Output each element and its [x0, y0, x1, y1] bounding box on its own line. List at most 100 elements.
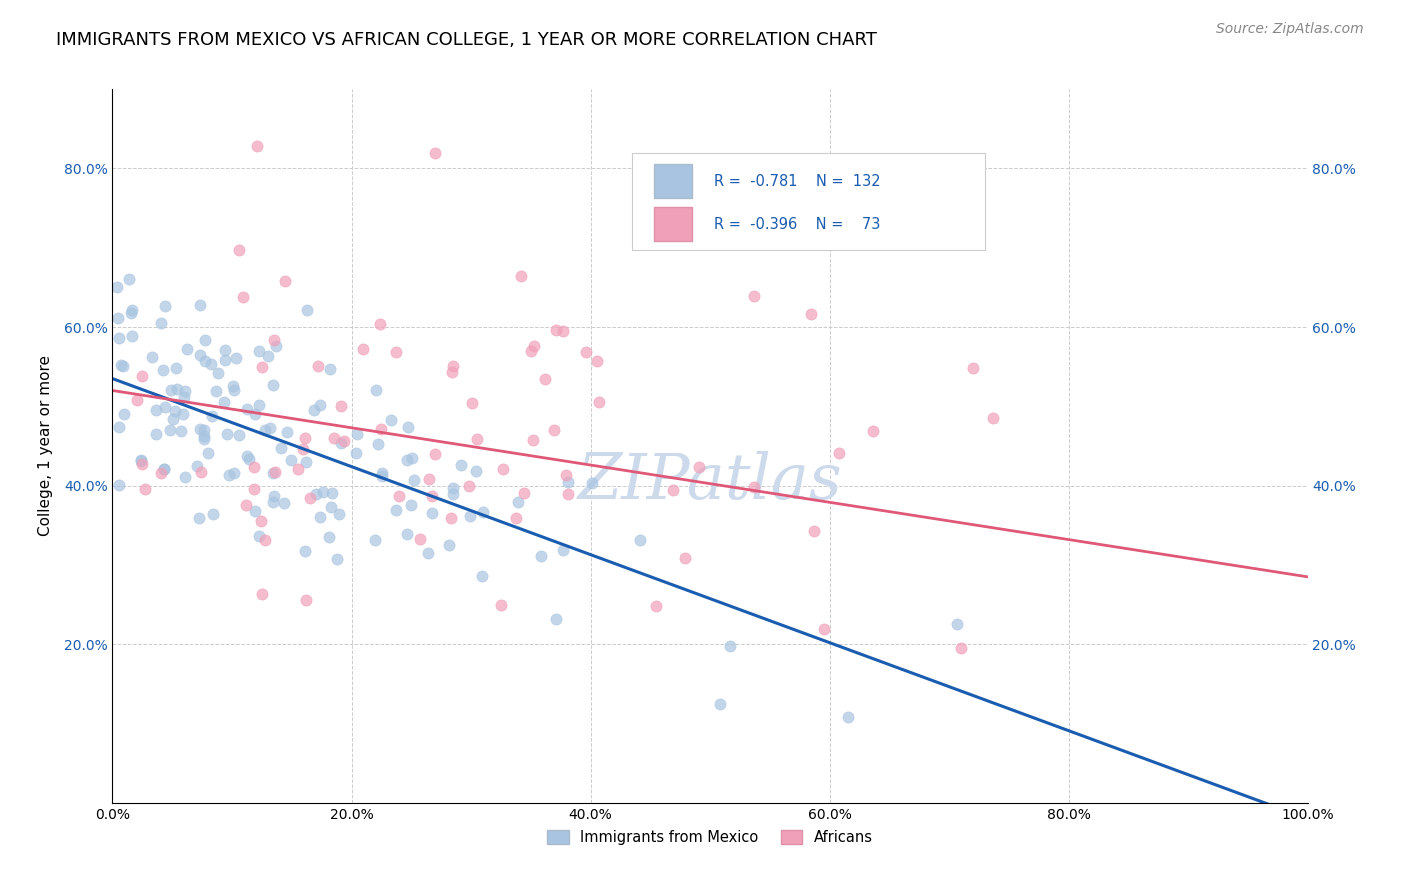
Point — [112, 408, 135, 422]
Point — [176, 343, 198, 357]
Point — [396, 526, 419, 541]
Point — [141, 350, 163, 364]
Point — [305, 486, 328, 500]
Point — [172, 407, 194, 421]
Point — [121, 329, 143, 343]
Point — [945, 617, 967, 632]
Point — [862, 425, 884, 439]
Point — [253, 423, 276, 437]
Point — [169, 424, 191, 438]
Point — [364, 533, 387, 547]
Point — [153, 461, 176, 475]
Point — [321, 485, 343, 500]
Point — [295, 303, 318, 318]
Point — [553, 543, 575, 558]
Point — [155, 400, 177, 414]
Point — [201, 409, 224, 424]
Point — [371, 468, 394, 483]
Point — [399, 498, 422, 512]
Point — [194, 333, 217, 347]
Point — [204, 384, 226, 398]
Point — [662, 483, 685, 497]
Point — [120, 306, 142, 320]
Point — [129, 454, 152, 468]
Point — [420, 506, 443, 520]
Point — [197, 446, 219, 460]
Point — [709, 697, 731, 711]
Point — [441, 359, 464, 373]
Point — [330, 436, 353, 450]
Point — [588, 395, 610, 409]
Point — [472, 505, 495, 519]
Point — [294, 544, 316, 558]
Point — [264, 465, 287, 479]
Point — [259, 421, 281, 435]
Point — [720, 639, 742, 653]
Point — [813, 622, 835, 636]
Point — [129, 453, 152, 467]
Point — [471, 569, 494, 583]
Point — [800, 307, 823, 321]
Point — [962, 361, 984, 376]
Point — [280, 452, 302, 467]
Point — [418, 472, 440, 486]
Text: ZIPatlas: ZIPatlas — [578, 450, 842, 513]
Point — [250, 586, 273, 600]
Point — [188, 422, 211, 436]
Point — [827, 445, 849, 459]
Point — [131, 369, 153, 384]
Point — [837, 710, 859, 724]
Point — [243, 407, 266, 421]
Point — [107, 310, 129, 325]
Point — [202, 507, 225, 521]
Point — [228, 243, 250, 257]
Point — [173, 470, 195, 484]
Point — [586, 354, 609, 368]
Point — [328, 507, 350, 521]
Point — [145, 403, 167, 417]
Point — [492, 462, 515, 476]
Point — [628, 533, 651, 547]
Point — [152, 363, 174, 377]
Point — [212, 395, 235, 409]
Point — [287, 462, 309, 476]
Point — [530, 549, 553, 563]
Point — [291, 442, 314, 456]
Point — [645, 599, 668, 613]
Point — [742, 289, 765, 303]
Point — [401, 451, 423, 466]
Point — [108, 420, 131, 434]
Point — [505, 511, 527, 525]
Point — [803, 524, 825, 539]
Point — [551, 324, 574, 338]
Point — [238, 452, 260, 467]
Point — [543, 423, 565, 437]
Point — [235, 498, 257, 512]
Point — [118, 272, 141, 286]
Point — [214, 343, 236, 357]
Legend: Immigrants from Mexico, Africans: Immigrants from Mexico, Africans — [543, 825, 877, 849]
Point — [254, 533, 277, 547]
Point — [243, 460, 266, 475]
Point — [225, 351, 247, 366]
Point — [395, 452, 418, 467]
Text: R =  -0.396    N =    73: R = -0.396 N = 73 — [714, 217, 880, 232]
Point — [247, 528, 270, 542]
Point — [388, 489, 411, 503]
Point — [242, 482, 264, 496]
Point — [385, 502, 408, 516]
Point — [125, 392, 148, 407]
Point — [186, 459, 208, 474]
Point — [218, 468, 240, 483]
Point — [465, 432, 488, 446]
Point — [110, 359, 132, 373]
Y-axis label: College, 1 year or more: College, 1 year or more — [38, 356, 52, 536]
Point — [344, 446, 367, 460]
Point — [450, 458, 472, 472]
Point — [557, 487, 579, 501]
Point — [193, 423, 215, 437]
Point — [108, 478, 131, 492]
Point — [173, 390, 195, 404]
Point — [155, 299, 177, 313]
FancyBboxPatch shape — [654, 164, 692, 198]
